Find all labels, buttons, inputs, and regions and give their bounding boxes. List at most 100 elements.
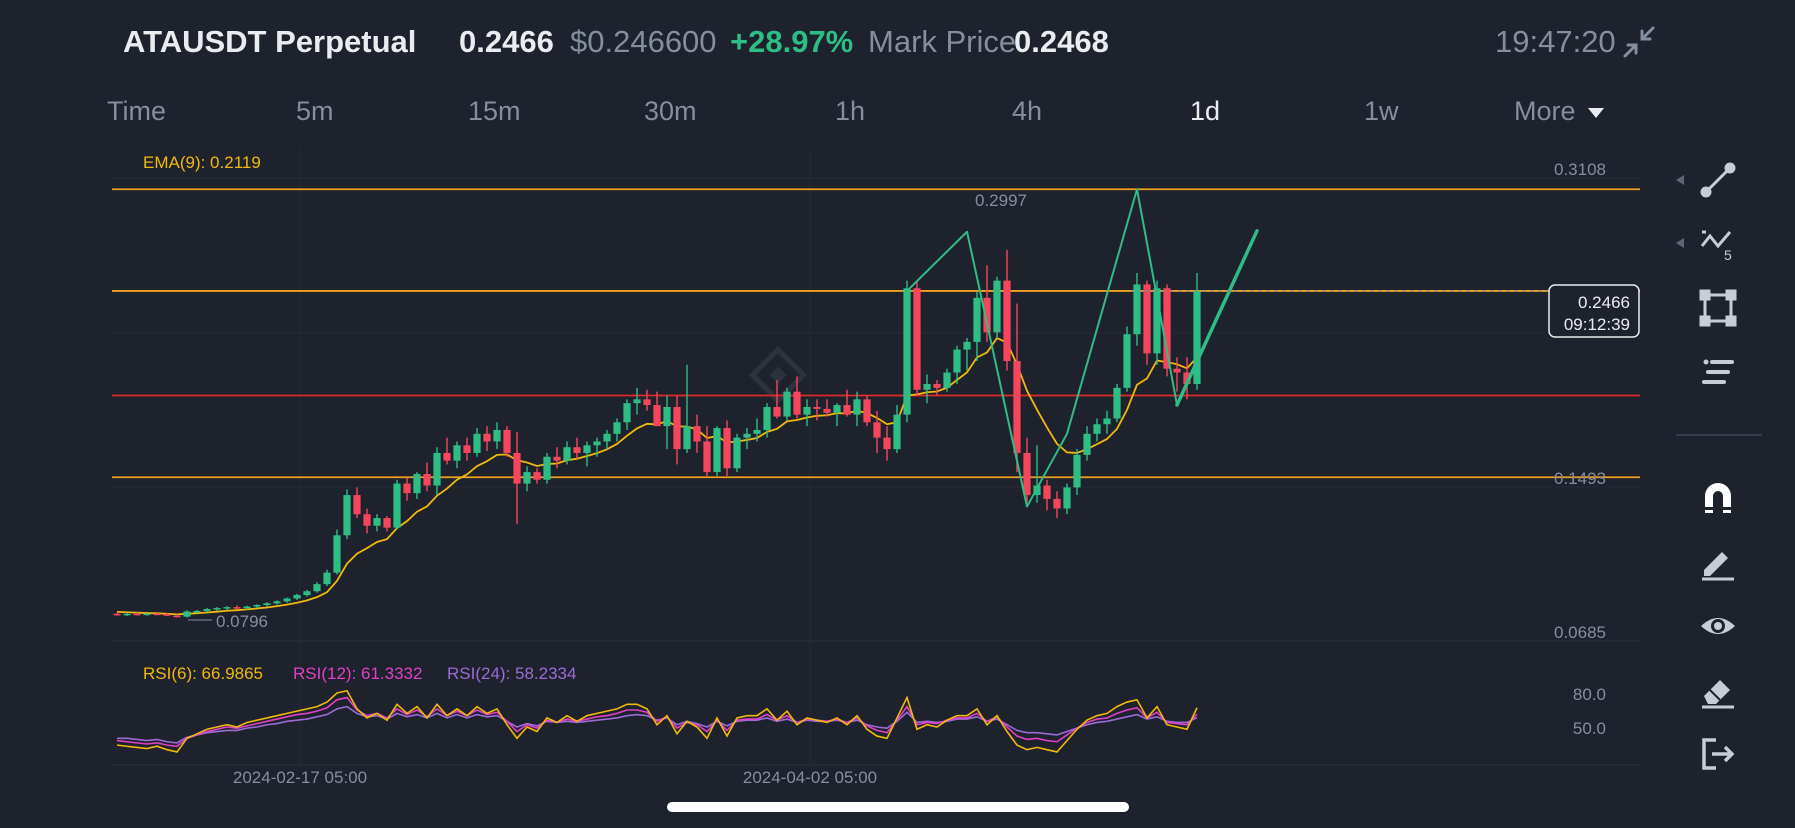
tab-more[interactable]: More bbox=[1514, 96, 1604, 127]
last-price-tag-price: 0.2466 bbox=[1578, 293, 1630, 312]
last-price: 0.2466 bbox=[459, 24, 554, 59]
trend-line-icon[interactable] bbox=[1698, 160, 1738, 200]
candle-body bbox=[603, 433, 611, 442]
candle-body bbox=[153, 613, 161, 616]
candle-body bbox=[523, 472, 531, 484]
candle-body bbox=[573, 447, 581, 453]
candle-body bbox=[873, 422, 881, 438]
candle-body bbox=[113, 613, 121, 616]
collapse-icon[interactable] bbox=[1622, 25, 1656, 59]
candle-body bbox=[243, 606, 251, 609]
horizontal-levels bbox=[112, 188, 1640, 479]
candle-body bbox=[493, 429, 501, 442]
drawing-toolbar: 5 bbox=[1676, 150, 1795, 790]
candle-body bbox=[993, 280, 1001, 333]
projection-line bbox=[1175, 229, 1259, 407]
rectangle-icon[interactable] bbox=[1698, 288, 1738, 328]
home-indicator[interactable] bbox=[667, 802, 1129, 812]
expand-arrow-icon[interactable] bbox=[1676, 238, 1684, 248]
symbol-title[interactable]: ATAUSDT Perpetual bbox=[123, 24, 417, 59]
candle-body bbox=[1083, 433, 1091, 455]
expand-arrow-icon[interactable] bbox=[1676, 175, 1684, 185]
candle-body bbox=[273, 601, 281, 604]
candle-body bbox=[143, 613, 151, 616]
tab-5m[interactable]: 5m bbox=[296, 96, 334, 126]
candle-body bbox=[543, 456, 551, 480]
candle-body bbox=[803, 406, 811, 415]
rsi6-legend: RSI(6): 66.9865 bbox=[143, 664, 263, 683]
rsi12-polyline bbox=[116, 696, 1198, 748]
candle-body bbox=[393, 483, 401, 528]
candle-body bbox=[823, 408, 831, 413]
candle-body bbox=[513, 452, 521, 484]
drawn-pattern bbox=[906, 188, 1259, 508]
candle-body bbox=[533, 472, 541, 480]
toolbar-divider bbox=[1676, 434, 1762, 436]
fib-icon[interactable] bbox=[1698, 352, 1738, 392]
candle-body bbox=[763, 406, 771, 430]
candle-body bbox=[483, 433, 491, 442]
tab-1d[interactable]: 1d bbox=[1190, 96, 1221, 126]
tab-1w[interactable]: 1w bbox=[1364, 96, 1399, 126]
caret-down-icon bbox=[1587, 107, 1604, 118]
candle-body bbox=[363, 514, 371, 526]
candle-body bbox=[1173, 368, 1181, 373]
candle-body bbox=[1043, 485, 1051, 499]
tab-4h[interactable]: 4h bbox=[1012, 96, 1043, 126]
candle-body bbox=[593, 441, 601, 446]
candle-body bbox=[263, 603, 271, 605]
candle-body bbox=[583, 445, 591, 453]
candle-body bbox=[903, 288, 911, 415]
candle-body bbox=[1163, 288, 1171, 369]
candle-body bbox=[1123, 334, 1131, 388]
ema-line bbox=[116, 336, 1198, 616]
candle-body bbox=[1153, 288, 1161, 354]
exit-icon[interactable] bbox=[1698, 734, 1738, 774]
eye-icon[interactable] bbox=[1698, 606, 1738, 646]
tab-time[interactable]: Time bbox=[107, 96, 166, 126]
candle-body bbox=[1093, 424, 1101, 434]
candle-body bbox=[163, 614, 171, 616]
axis-label-mid: 0.1493 bbox=[1554, 469, 1606, 488]
interval-tabs: Time 5m 15m 30m 1h 4h 1d 1w More bbox=[90, 96, 1650, 140]
rsi6-polyline bbox=[116, 689, 1198, 753]
candle-body bbox=[733, 437, 741, 469]
candle-body bbox=[473, 433, 481, 453]
candle-body bbox=[313, 584, 321, 592]
candle-body bbox=[1023, 452, 1031, 496]
candle-body bbox=[713, 428, 721, 473]
candle-body bbox=[843, 405, 851, 415]
eraser-icon[interactable] bbox=[1698, 670, 1738, 710]
candle-body bbox=[283, 598, 291, 602]
candle-body bbox=[743, 433, 751, 438]
candle-body bbox=[933, 384, 941, 388]
last-price-tag-countdown: 09:12:39 bbox=[1564, 315, 1630, 334]
magnet-icon[interactable] bbox=[1698, 478, 1738, 518]
axis-label-top: 0.3108 bbox=[1554, 160, 1606, 179]
candle-body bbox=[653, 405, 661, 427]
binance-watermark bbox=[749, 346, 807, 404]
candle-body bbox=[773, 406, 781, 417]
tab-30m[interactable]: 30m bbox=[644, 96, 697, 126]
candle-body bbox=[223, 607, 231, 609]
candle-body bbox=[403, 483, 411, 494]
candle-body bbox=[233, 607, 241, 609]
low-annotation: 0.0796 bbox=[216, 612, 268, 631]
candle-body bbox=[343, 495, 351, 536]
svg-text:5: 5 bbox=[1724, 247, 1732, 263]
rsi-level-50: 50.0 bbox=[1573, 719, 1606, 738]
candle-body bbox=[203, 609, 211, 611]
candle-body bbox=[703, 441, 711, 473]
candle-body bbox=[1063, 487, 1071, 509]
candle-body bbox=[1003, 280, 1011, 362]
change-percent: +28.97% bbox=[730, 24, 854, 59]
pencil-icon[interactable] bbox=[1698, 542, 1738, 582]
candles bbox=[113, 249, 1201, 618]
candle-body bbox=[433, 452, 441, 486]
tab-15m[interactable]: 15m bbox=[468, 96, 521, 126]
tab-1h[interactable]: 1h bbox=[835, 96, 866, 126]
multi-line-icon[interactable]: 5 bbox=[1698, 224, 1738, 264]
candle-body bbox=[1113, 387, 1121, 419]
candle-body bbox=[423, 474, 431, 486]
